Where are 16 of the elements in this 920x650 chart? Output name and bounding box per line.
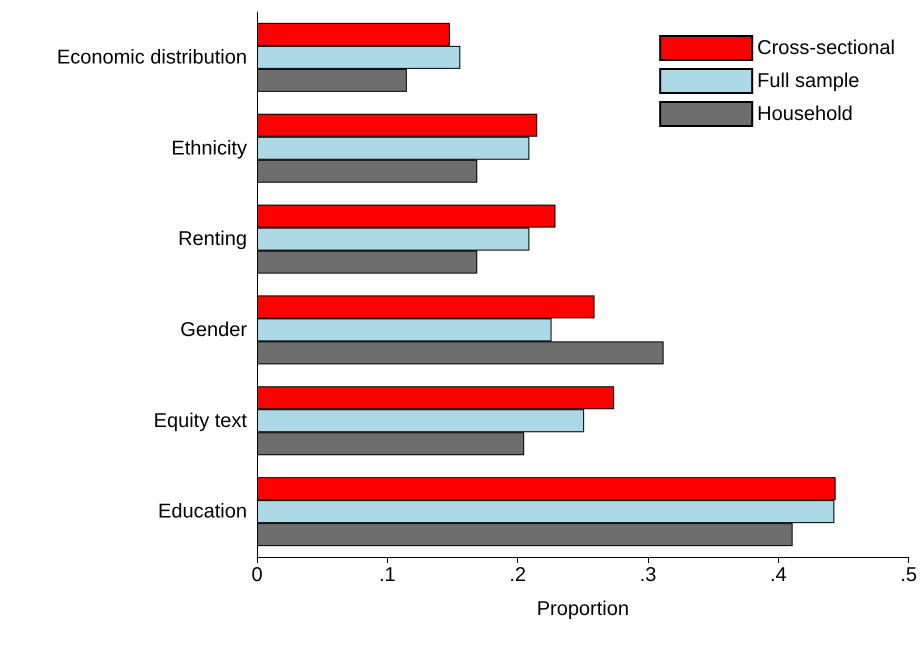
y-tick-label: Education <box>158 500 247 523</box>
legend-label: Household <box>757 103 853 125</box>
y-tick-label: Economic distribution <box>56 46 247 68</box>
x-tick-label: .3 <box>640 564 656 586</box>
y-tick-label: Ethnicity <box>171 137 247 160</box>
x-axis-title: Proportion <box>536 598 629 620</box>
legend-label: Full sample <box>757 70 860 92</box>
x-tick-label: .1 <box>378 564 396 586</box>
x-tick-label: .2 <box>509 564 526 586</box>
y-tick-label: Equity text <box>154 410 248 432</box>
y-tick-label: Renting <box>178 228 247 250</box>
x-tick-label: 0 <box>251 564 263 586</box>
x-tick-label: .4 <box>770 564 787 586</box>
y-tick-label: Gender <box>180 318 248 341</box>
x-tick-label: .5 <box>900 564 918 586</box>
legend-label: Cross-sectional <box>757 37 896 59</box>
